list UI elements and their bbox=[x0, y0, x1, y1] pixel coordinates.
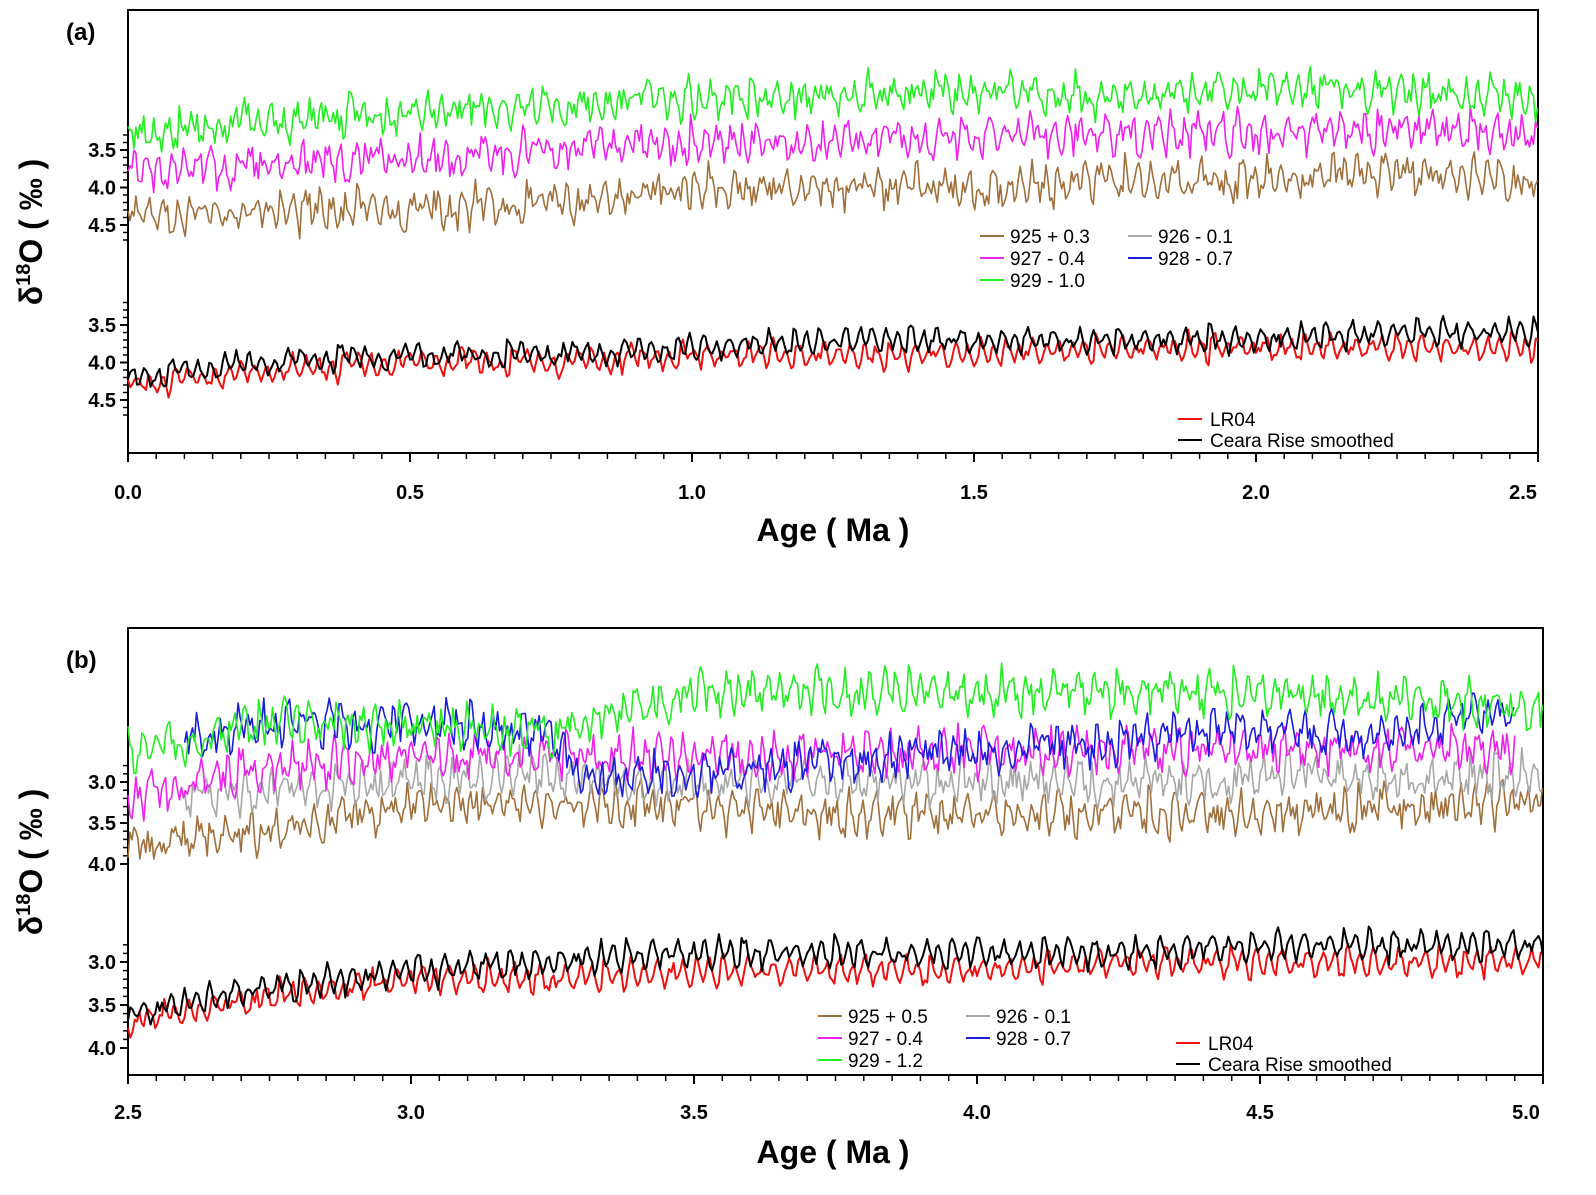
series-line-927 bbox=[127, 105, 1539, 194]
legend-label-929: 929 - 1.0 bbox=[1010, 271, 1085, 292]
y-tick-label-upper-0: 3.5 bbox=[88, 140, 116, 162]
legend-label-927: 927 - 0.4 bbox=[1010, 249, 1085, 270]
panel-a-y-ticks-upper: 3.5 4.0 4.5 bbox=[88, 134, 128, 241]
panel-b-y-axis-title: δ18O ( ‰ ) bbox=[13, 789, 49, 936]
panel-a: (a) 3.54.04.5 3.54.04.5 0.0 0.5 1.0 1.5 … bbox=[13, 9, 1539, 548]
y-tick-label-upper-1: 4.0 bbox=[88, 178, 116, 200]
panel-b-xtick-label-2: 3.5 bbox=[680, 1102, 708, 1124]
panel-b-xtick-label-4: 4.5 bbox=[1246, 1102, 1274, 1124]
y-tick-label-upper-1: 3.5 bbox=[88, 813, 116, 835]
legend-label-927: 927 - 0.4 bbox=[848, 1029, 923, 1050]
series-line-ceara bbox=[127, 315, 1539, 388]
legend-label-ceara: Ceara Rise smoothed bbox=[1210, 431, 1394, 452]
panel-a-xtick-label-5: 2.5 bbox=[1509, 482, 1537, 504]
y-tick-label-upper-2: 4.0 bbox=[88, 854, 116, 876]
panel-a-stack-legend: LR04 Ceara Rise smoothed bbox=[1178, 410, 1394, 452]
panel-b: (b) 3.03.54.0 3.03.54.0 2.5 3.0 3.5 4.0 … bbox=[13, 627, 1544, 1170]
y-tick-label-upper-2: 4.5 bbox=[88, 215, 116, 237]
series-line-LR04 bbox=[127, 328, 1539, 399]
y-tick-label-lower-1: 3.5 bbox=[88, 995, 116, 1017]
series-line-925 bbox=[127, 151, 1539, 240]
panel-a-xtick-label-4: 2.0 bbox=[1242, 482, 1270, 504]
panel-a-x-axis-title: Age ( Ma ) bbox=[757, 512, 910, 548]
panel-b-stack-legend: LR04 Ceara Rise smoothed bbox=[1176, 1034, 1392, 1076]
panel-b-frame bbox=[127, 627, 1544, 1076]
panel-b-xtick-label-3: 4.0 bbox=[963, 1102, 991, 1124]
series-line-928 bbox=[183, 692, 1515, 799]
legend-label-926: 926 - 0.1 bbox=[1158, 227, 1233, 248]
panel-a-label: (a) bbox=[66, 19, 95, 46]
panel-a-site-legend: 925 + 0.3 926 - 0.1 927 - 0.4 928 - 0.7 … bbox=[980, 227, 1233, 292]
panel-b-xtick-label-0: 2.5 bbox=[114, 1102, 142, 1124]
panel-a-series-lines bbox=[127, 65, 1539, 399]
panel-a-xtick-label-0: 0.0 bbox=[114, 482, 142, 504]
panel-b-xtick-label-5: 5.0 bbox=[1512, 1102, 1540, 1124]
y-tick-label-lower-1: 4.0 bbox=[88, 353, 116, 375]
legend-label-926: 926 - 0.1 bbox=[996, 1007, 1071, 1028]
series-line-929 bbox=[127, 65, 1539, 153]
series-line-LR04 bbox=[127, 941, 1544, 1039]
legend-label-929: 929 - 1.2 bbox=[848, 1051, 923, 1072]
panel-b-series-lines bbox=[127, 662, 1544, 1039]
series-line-927 bbox=[127, 722, 1516, 822]
panel-b-label: (b) bbox=[66, 647, 97, 674]
y-tick-label-lower-0: 3.5 bbox=[88, 315, 116, 337]
panel-a-y-axis-title: δ18O ( ‰ ) bbox=[13, 159, 49, 306]
y-tick-label-lower-2: 4.0 bbox=[88, 1038, 116, 1060]
panel-b-x-ticks bbox=[127, 1075, 1544, 1084]
panel-a-xtick-label-3: 1.5 bbox=[960, 482, 988, 504]
panel-a-frame bbox=[127, 9, 1539, 454]
panel-a-xtick-label-1: 0.5 bbox=[396, 482, 424, 504]
panel-b-x-axis-title: Age ( Ma ) bbox=[757, 1134, 910, 1170]
legend-label-925: 925 + 0.3 bbox=[1010, 227, 1090, 248]
legend-label-lr04: LR04 bbox=[1208, 1034, 1254, 1055]
y-tick-label-lower-0: 3.0 bbox=[88, 952, 116, 974]
panel-b-site-legend: 925 + 0.5 926 - 0.1 927 - 0.4 928 - 0.7 … bbox=[818, 1007, 1071, 1072]
panel-a-y-ticks-lower: 3.5 4.0 4.5 bbox=[88, 301, 128, 416]
panel-b-y-ticks-upper: 3.0 3.5 4.0 bbox=[88, 764, 128, 876]
panel-a-xtick-label-2: 1.0 bbox=[678, 482, 706, 504]
y-tick-label-upper-0: 3.0 bbox=[88, 772, 116, 794]
series-line-ceara bbox=[127, 925, 1544, 1026]
legend-label-ceara: Ceara Rise smoothed bbox=[1208, 1055, 1392, 1076]
panel-b-y-ticks-lower: 3.0 3.5 4.0 bbox=[88, 944, 128, 1060]
panel-a-x-ticks bbox=[127, 453, 1539, 462]
series-line-929 bbox=[127, 662, 1544, 775]
legend-label-928: 928 - 0.7 bbox=[996, 1029, 1071, 1050]
legend-label-lr04: LR04 bbox=[1210, 410, 1256, 431]
legend-label-928: 928 - 0.7 bbox=[1158, 249, 1233, 270]
panel-b-xtick-label-1: 3.0 bbox=[397, 1102, 425, 1124]
series-line-926 bbox=[183, 743, 1543, 820]
y-tick-label-lower-2: 4.5 bbox=[88, 390, 116, 412]
series-line-925 bbox=[127, 777, 1544, 860]
legend-label-925: 925 + 0.5 bbox=[848, 1007, 928, 1028]
